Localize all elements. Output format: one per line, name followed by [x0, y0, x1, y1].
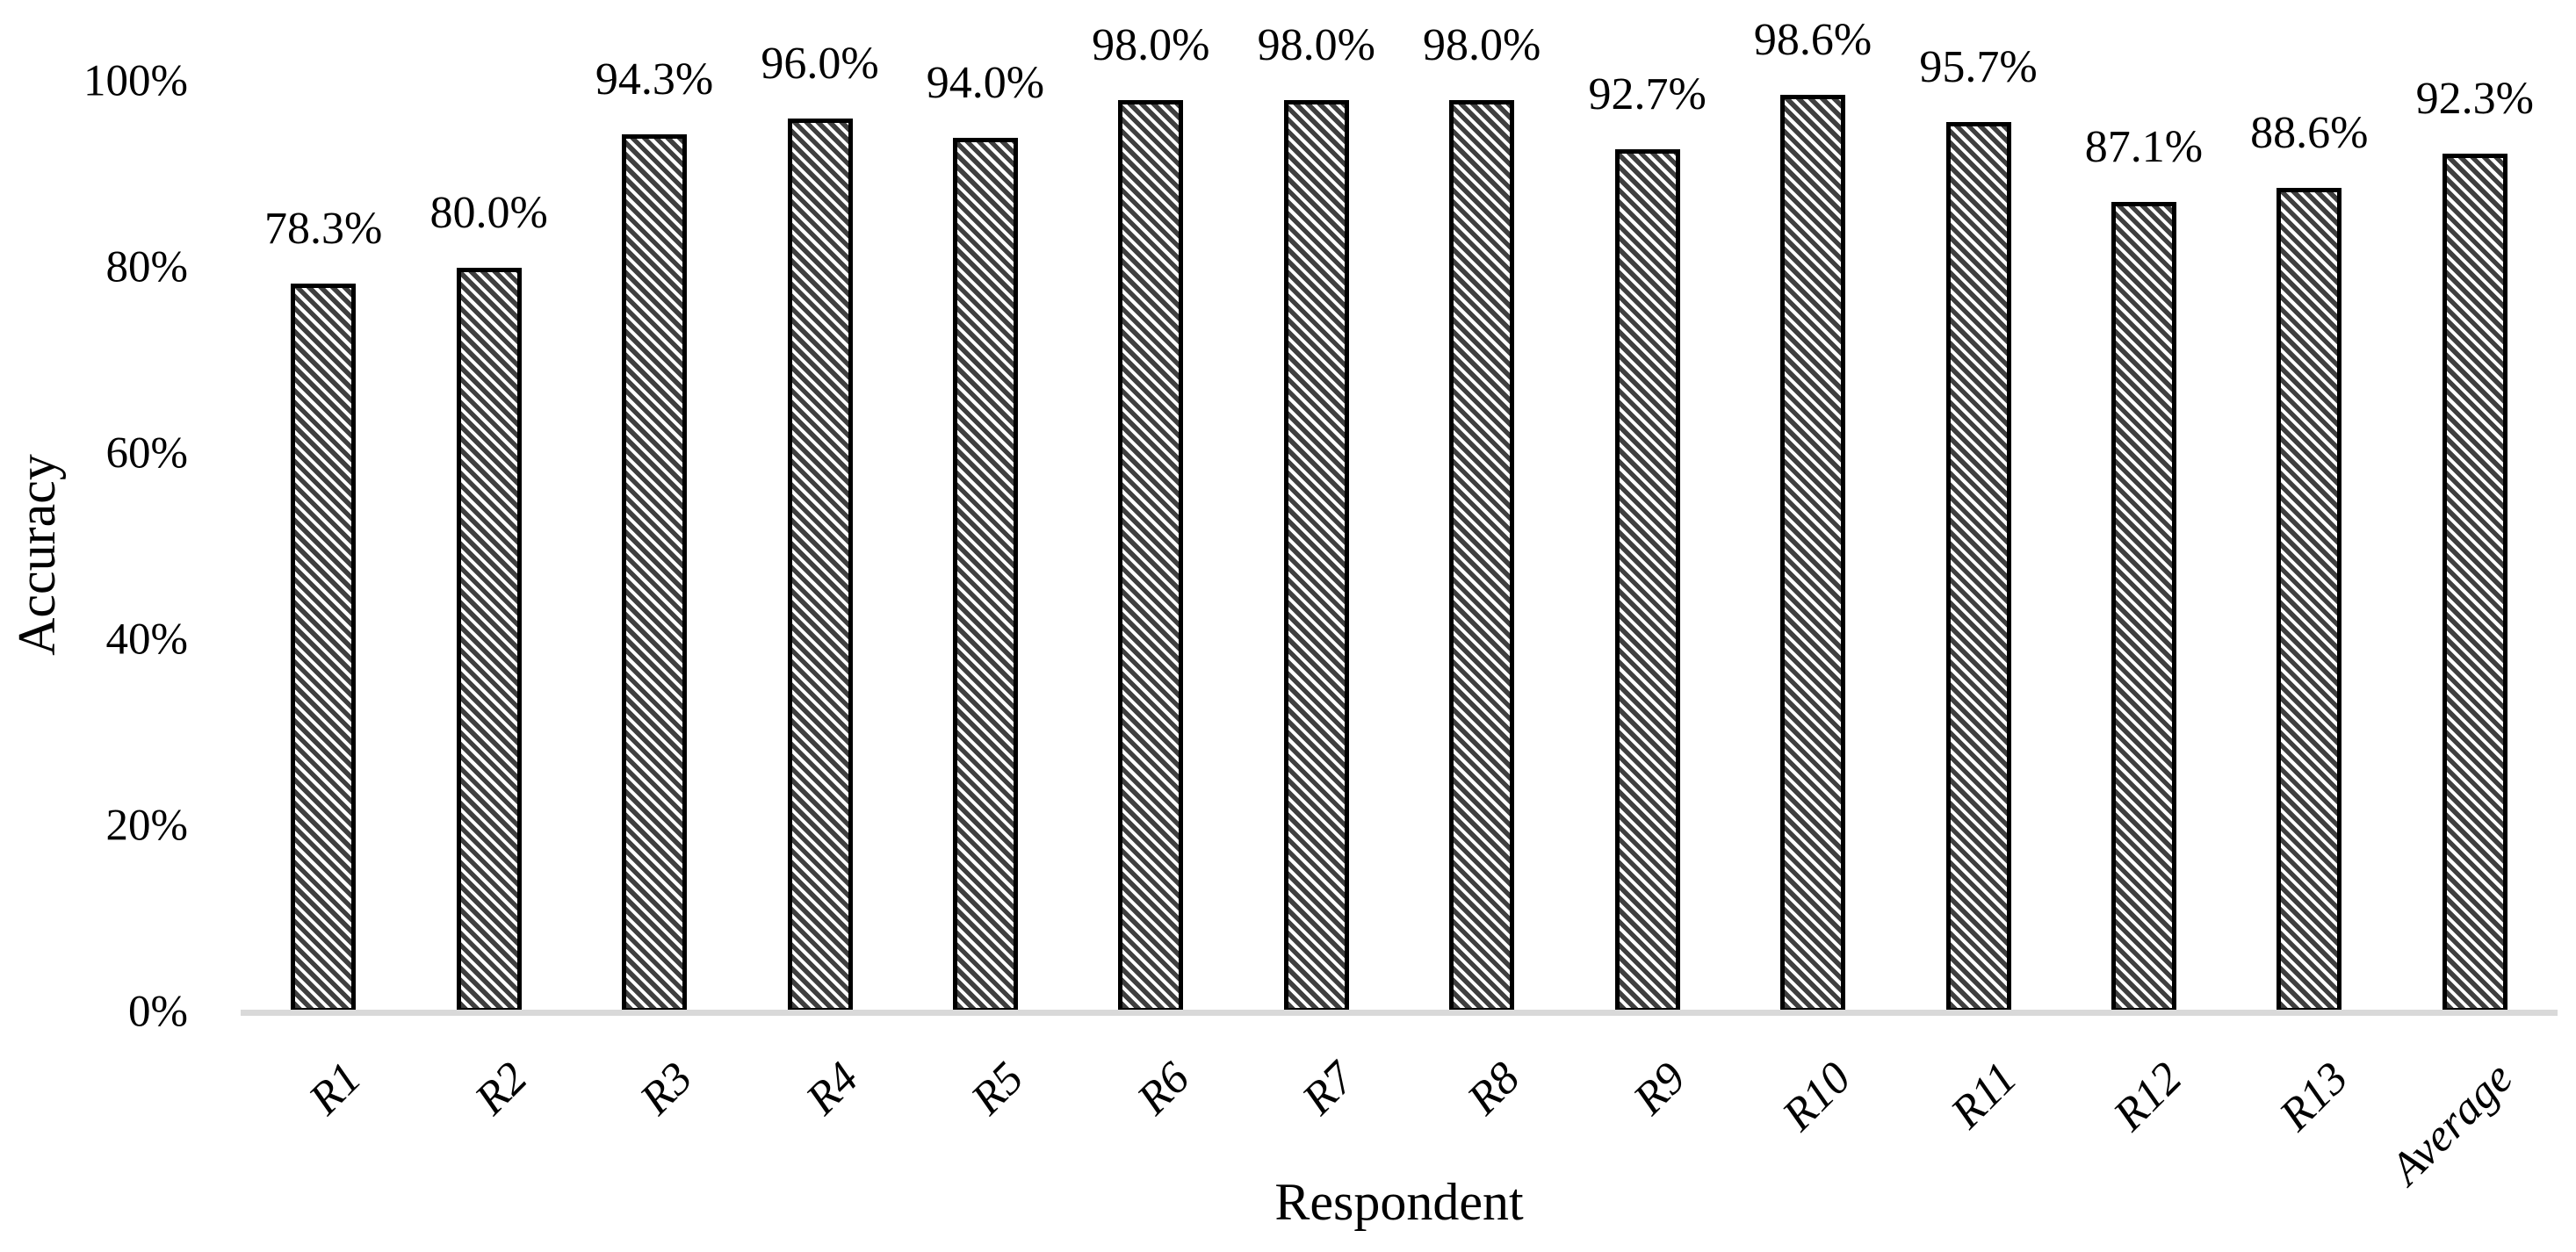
bar-R4 — [787, 119, 853, 1012]
value-label-R11: 95.7% — [1919, 41, 2038, 92]
bar-R13 — [2277, 187, 2342, 1012]
value-label-Average: 92.3% — [2415, 73, 2534, 124]
value-label-R8: 98.0% — [1423, 20, 1541, 71]
y-tick-label-80pct: 80% — [105, 242, 188, 292]
bar-R10 — [1780, 94, 1846, 1012]
x-axis-line — [241, 1010, 2558, 1016]
category-label-R2: R2 — [465, 1053, 538, 1125]
category-label-R6: R6 — [1127, 1053, 1199, 1125]
bar-R7 — [1283, 100, 1349, 1012]
bar-R5 — [952, 137, 1018, 1012]
category-label-R13: R13 — [2269, 1053, 2357, 1140]
bar-R1 — [291, 284, 357, 1012]
y-tick-label-60pct: 60% — [105, 428, 188, 478]
value-label-R12: 87.1% — [2084, 121, 2204, 172]
y-tick-label-40pct: 40% — [105, 615, 188, 665]
category-label-R12: R12 — [2103, 1053, 2192, 1140]
value-label-R2: 80.0% — [429, 188, 548, 238]
x-axis-title: Respondent — [1274, 1173, 1524, 1231]
bar-R12 — [2111, 201, 2176, 1012]
y-tick-label-20pct: 20% — [105, 801, 188, 851]
bar-R6 — [1118, 100, 1184, 1012]
bar-R11 — [1945, 121, 2011, 1012]
value-label-R1: 78.3% — [264, 204, 383, 255]
category-label-R3: R3 — [631, 1053, 703, 1125]
category-label-R1: R1 — [299, 1053, 372, 1125]
y-tick-label-0pct: 0% — [128, 987, 188, 1037]
bar-R8 — [1449, 100, 1515, 1012]
value-label-R3: 94.3% — [595, 54, 714, 105]
bar-R3 — [622, 134, 688, 1012]
value-label-R4: 96.0% — [761, 39, 879, 90]
y-axis-tick-labels: 0% 20% 40% 60% 80% 100% — [0, 0, 188, 1252]
category-label-R11: R11 — [1941, 1053, 2027, 1139]
bar-R9 — [1614, 149, 1680, 1012]
value-label-R6: 98.0% — [1092, 20, 1210, 71]
category-label-R10: R10 — [1773, 1053, 1861, 1140]
category-label-R9: R9 — [1624, 1053, 1696, 1125]
category-label-R8: R8 — [1458, 1053, 1530, 1125]
bar-R2 — [456, 268, 522, 1012]
value-label-R13: 88.6% — [2250, 107, 2369, 158]
value-label-R5: 94.0% — [926, 57, 1045, 108]
value-label-R9: 92.7% — [1588, 69, 1707, 120]
category-label-R7: R7 — [1293, 1053, 1365, 1125]
category-label-R4: R4 — [796, 1053, 869, 1125]
value-label-R7: 98.0% — [1257, 20, 1375, 71]
y-tick-label-100pct: 100% — [83, 56, 188, 106]
category-label-R5: R5 — [962, 1053, 1034, 1125]
bar-Average — [2442, 153, 2507, 1012]
value-label-R10: 98.6% — [1753, 14, 1872, 65]
